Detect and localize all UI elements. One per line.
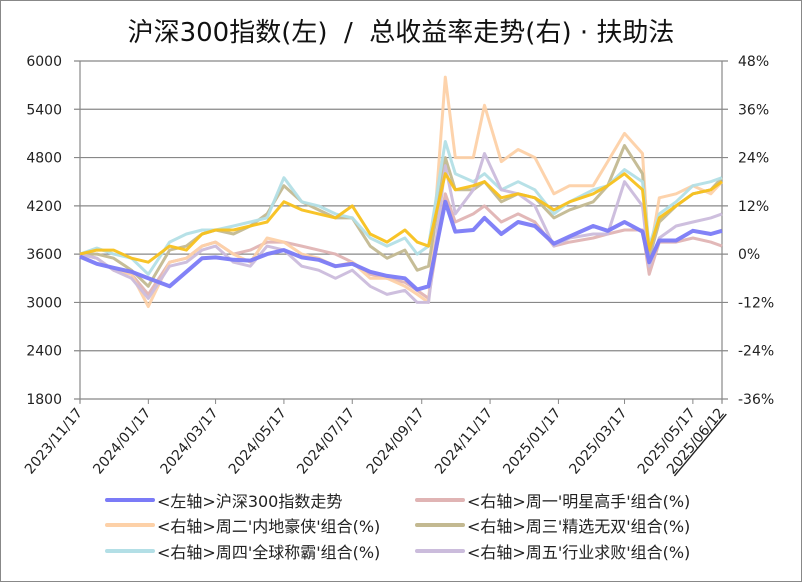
y-left-tick-label: 3000	[26, 295, 62, 311]
legend-swatch	[105, 498, 155, 502]
legend-label: <左轴>沪深300指数走势	[157, 492, 343, 511]
y-right-tick-label: -12%	[738, 295, 774, 311]
y-left-tick-label: 5400	[26, 102, 62, 118]
legend-swatch	[415, 523, 465, 527]
y-right-tick-label: 48%	[738, 54, 769, 70]
series-line	[79, 152, 723, 304]
y-left-tick-label: 6000	[26, 54, 62, 70]
y-right-tick-label: 0%	[738, 247, 760, 263]
y-left-tick-label: 4200	[26, 199, 62, 215]
legend-label: <右轴>周四'全球称霸'组合(%)	[157, 543, 381, 562]
series-line	[79, 75, 724, 308]
y-right-tick-label: 24%	[738, 151, 769, 167]
y-left-tick-label: 3600	[26, 247, 62, 263]
legend-item: <右轴>周五'行业求败'组合(%)	[415, 539, 690, 563]
x-tick-label: 2025/03/17	[566, 405, 630, 477]
series-line	[79, 140, 723, 276]
y-right-tick-label: 12%	[738, 199, 769, 215]
y-right-tick-label: -36%	[738, 392, 774, 408]
legend-label: <右轴>周五'行业求败'组合(%)	[467, 543, 691, 562]
series-line	[79, 199, 723, 292]
legend-swatch	[415, 498, 465, 502]
legend-item: <左轴>沪深300指数走势	[105, 488, 342, 512]
x-tick-label: 2024/03/17	[158, 405, 222, 477]
x-tick-label: 2024/07/17	[294, 405, 358, 477]
legend-swatch	[105, 523, 155, 527]
y-right-tick-label: 36%	[738, 102, 769, 118]
y-left-tick-label: 1800	[26, 392, 62, 408]
x-tick-label: 2023/11/17	[22, 405, 86, 477]
legend-item: <右轴>周四'全球称霸'组合(%)	[105, 539, 380, 563]
legend-label: <右轴>周一'明星高手'组合(%)	[467, 492, 691, 511]
legend-swatch	[105, 549, 155, 553]
chart-title: 沪深300指数(左) / 总收益率走势(右) · 扶助法	[127, 18, 675, 48]
legend-item: <右轴>周二'内地豪侠'组合(%)	[105, 513, 380, 537]
x-tick-label: 2024/11/17	[432, 405, 496, 477]
y-right-tick-label: -24%	[738, 344, 774, 360]
series-line	[79, 172, 723, 264]
x-tick-label: 2024/05/17	[226, 405, 290, 477]
x-tick-label: 2024/01/17	[90, 405, 154, 477]
legend-label: <右轴>周三'精选无双'组合(%)	[467, 517, 691, 536]
x-tick-label: 2025/01/17	[500, 405, 564, 477]
y-left-tick-label: 2400	[26, 344, 62, 360]
y-left-tick-label: 4800	[26, 151, 62, 167]
legend-swatch	[415, 549, 465, 553]
legend-item: <右轴>周三'精选无双'组合(%)	[415, 513, 690, 537]
legend-item: <右轴>周一'明星高手'组合(%)	[415, 488, 690, 512]
legend-label: <右轴>周二'内地豪侠'组合(%)	[157, 517, 381, 536]
x-tick-label: 2024/09/17	[364, 405, 428, 477]
